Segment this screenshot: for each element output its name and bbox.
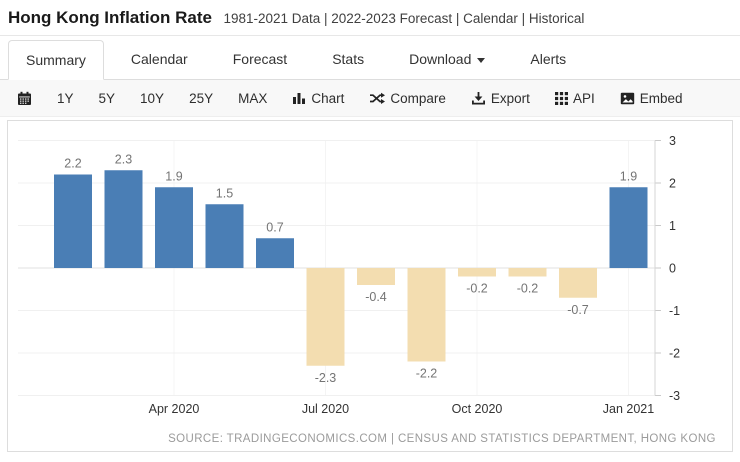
compare-button-label: Compare bbox=[390, 90, 446, 106]
bar[interactable] bbox=[407, 268, 446, 362]
y-tick-label: -1 bbox=[669, 304, 680, 318]
x-tick-label: Jul 2020 bbox=[302, 402, 349, 416]
compare-button[interactable]: Compare bbox=[369, 91, 446, 106]
bar[interactable] bbox=[205, 204, 244, 268]
x-tick-label: Oct 2020 bbox=[452, 402, 503, 416]
range-button-25y[interactable]: 25Y bbox=[189, 90, 214, 106]
bar[interactable] bbox=[508, 268, 547, 277]
embed-button[interactable]: Embed bbox=[620, 90, 683, 106]
api-button-label: API bbox=[572, 90, 595, 106]
range-button-1y[interactable]: 1Y bbox=[57, 90, 74, 106]
calendar-button[interactable] bbox=[17, 91, 32, 106]
bar[interactable] bbox=[458, 268, 496, 277]
bar-value-label: 1.9 bbox=[620, 169, 637, 183]
chart-panel: 3 2 1 0 -1 -2 -3 2.2 2.3 1.9 1.5 0.7 -2.3 -0.4 -2.2 -0.… bbox=[7, 120, 733, 452]
chart-toolbar: 1Y 5Y 10Y 25Y MAX Chart Compare Export A… bbox=[0, 80, 740, 117]
bar-value-label: -0.2 bbox=[466, 282, 488, 296]
tab-summary[interactable]: Summary bbox=[8, 40, 104, 80]
bar[interactable] bbox=[104, 170, 143, 268]
bar-value-label: 0.7 bbox=[266, 220, 283, 234]
page-title: Hong Kong Inflation Rate bbox=[8, 8, 212, 27]
page-subtitle: 1981-2021 Data | 2022-2023 Forecast | Ca… bbox=[223, 11, 585, 26]
y-tick-label: 0 bbox=[669, 262, 676, 276]
bar-value-label: 1.5 bbox=[216, 186, 233, 200]
image-icon bbox=[620, 92, 635, 105]
inflation-chart: 3 2 1 0 -1 -2 -3 2.2 2.3 1.9 1.5 0.7 -2.3 -0.4 -2.2 -0.… bbox=[18, 134, 716, 445]
bar[interactable] bbox=[306, 268, 345, 366]
embed-button-label: Embed bbox=[639, 90, 683, 106]
bar-chart-icon bbox=[292, 91, 306, 105]
tab-bar: Summary Calendar Forecast Stats Download… bbox=[0, 36, 740, 80]
tab-stats[interactable]: Stats bbox=[332, 51, 365, 67]
y-tick-label: 3 bbox=[669, 134, 676, 148]
x-tick-label: Apr 2020 bbox=[149, 402, 200, 416]
api-button[interactable]: API bbox=[554, 90, 595, 106]
bar-value-label: -2.2 bbox=[416, 367, 438, 381]
calendar-icon bbox=[17, 91, 32, 106]
chart-source: SOURCE: TRADINGECONOMICS.COM | CENSUS AN… bbox=[168, 433, 716, 445]
shuffle-icon bbox=[369, 92, 386, 105]
export-button-label: Export bbox=[490, 90, 530, 106]
bar[interactable] bbox=[357, 268, 395, 285]
y-tick-label: 1 bbox=[669, 219, 676, 233]
page-header: Hong Kong Inflation Rate 1981-2021 Data … bbox=[0, 0, 740, 36]
bar-value-label: -0.2 bbox=[517, 282, 539, 296]
chart-button-label: Chart bbox=[311, 90, 345, 106]
tab-alerts[interactable]: Alerts bbox=[530, 51, 567, 67]
bar[interactable] bbox=[559, 268, 597, 298]
bar[interactable] bbox=[256, 238, 294, 268]
bar-value-label: -2.3 bbox=[315, 371, 337, 385]
export-button[interactable]: Export bbox=[471, 91, 530, 106]
chevron-down-icon bbox=[477, 57, 486, 63]
tab-calendar[interactable]: Calendar bbox=[130, 51, 188, 67]
download-icon bbox=[471, 91, 486, 105]
y-tick-label: 2 bbox=[669, 177, 676, 191]
range-button-max[interactable]: MAX bbox=[238, 90, 268, 106]
bar[interactable] bbox=[54, 174, 92, 269]
tab-download[interactable]: Download bbox=[391, 39, 503, 79]
bar[interactable] bbox=[609, 187, 648, 268]
y-tick-label: -2 bbox=[669, 347, 680, 361]
bar-value-label: -0.7 bbox=[567, 303, 589, 317]
tab-forecast[interactable]: Forecast bbox=[232, 51, 288, 67]
range-button-5y[interactable]: 5Y bbox=[98, 90, 116, 106]
bar-value-label: 2.3 bbox=[115, 152, 132, 166]
bar[interactable] bbox=[155, 187, 193, 268]
x-tick-label: Jan 2021 bbox=[603, 402, 654, 416]
range-button-10y[interactable]: 10Y bbox=[140, 90, 165, 106]
tab-download-label: Download bbox=[409, 51, 472, 67]
bar-value-label: -0.4 bbox=[365, 290, 387, 304]
chart-button[interactable]: Chart bbox=[292, 91, 344, 106]
bar-value-label: 2.2 bbox=[64, 157, 81, 171]
bar-value-label: 1.9 bbox=[165, 169, 182, 183]
grid-icon bbox=[554, 91, 568, 105]
y-tick-label: -3 bbox=[669, 389, 680, 403]
